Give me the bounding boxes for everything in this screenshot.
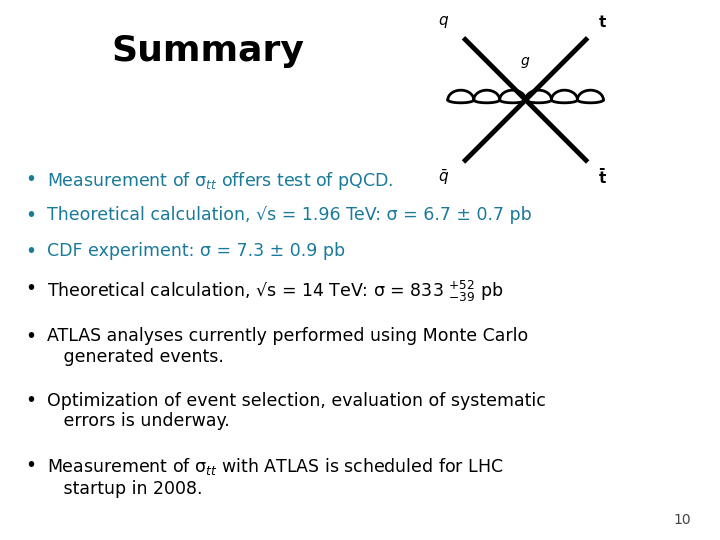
Text: •: • [25,456,36,475]
Text: $q$: $q$ [438,14,449,30]
Text: Summary: Summary [112,35,305,68]
Text: ATLAS analyses currently performed using Monte Carlo
   generated events.: ATLAS analyses currently performed using… [47,327,528,366]
Text: •: • [25,279,36,298]
Text: Measurement of σ$_{tt}$ with ATLAS is scheduled for LHC
   startup in 2008.: Measurement of σ$_{tt}$ with ATLAS is sc… [47,456,503,498]
Text: •: • [25,170,36,189]
Text: Theoretical calculation, √s = 1.96 TeV: σ = 6.7 ± 0.7 pb: Theoretical calculation, √s = 1.96 TeV: … [47,206,531,224]
Text: $\mathbf{t}$: $\mathbf{t}$ [598,14,608,30]
Text: Theoretical calculation, √s = 14 TeV: σ = 833 $^{+52}_{-39}$ pb: Theoretical calculation, √s = 14 TeV: σ … [47,279,503,303]
Text: 10: 10 [674,512,691,526]
Text: $\bar{q}$: $\bar{q}$ [438,167,449,186]
Text: $\mathbf{\bar{t}}$: $\mathbf{\bar{t}}$ [598,167,608,187]
Text: CDF experiment: σ = 7.3 ± 0.9 pb: CDF experiment: σ = 7.3 ± 0.9 pb [47,242,345,260]
Text: •: • [25,242,36,261]
Text: •: • [25,392,36,410]
Text: Optimization of event selection, evaluation of systematic
   errors is underway.: Optimization of event selection, evaluat… [47,392,546,430]
Text: •: • [25,206,36,225]
Text: Measurement of σ$_{tt}$ offers test of pQCD.: Measurement of σ$_{tt}$ offers test of p… [47,170,393,192]
Text: $g$: $g$ [521,55,531,70]
Text: •: • [25,327,36,346]
